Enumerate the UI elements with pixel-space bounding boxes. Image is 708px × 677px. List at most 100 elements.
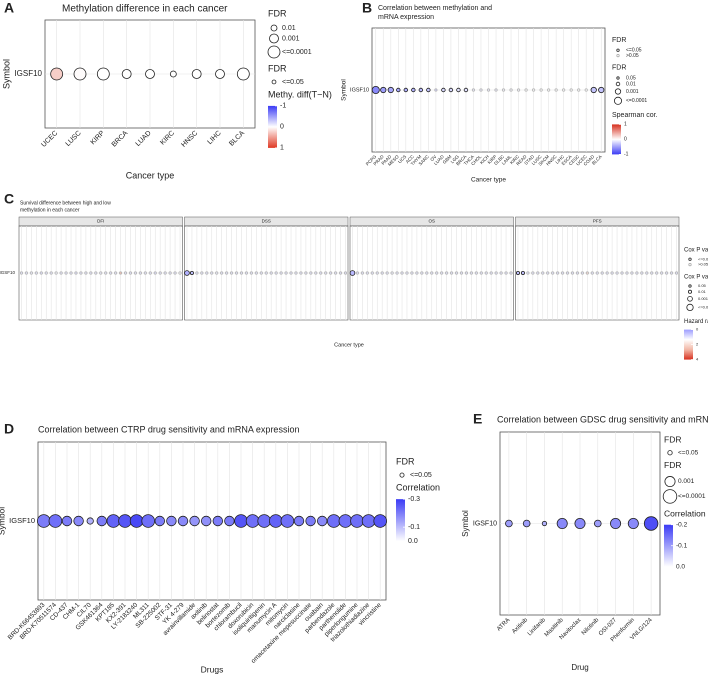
dot <box>569 88 573 92</box>
chart-title: Correlation between CTRP drug sensitivit… <box>38 424 299 434</box>
dot <box>121 69 132 79</box>
dot <box>264 271 268 275</box>
dot <box>138 271 142 275</box>
dot <box>585 271 589 275</box>
colorbar <box>268 105 277 148</box>
dot <box>50 67 64 81</box>
dot <box>520 270 525 275</box>
dot <box>305 515 316 527</box>
dot <box>615 271 619 275</box>
dot <box>441 87 446 93</box>
dot <box>445 271 449 275</box>
dot <box>390 271 394 275</box>
dot <box>309 271 313 275</box>
dot <box>554 88 558 92</box>
dot <box>195 271 199 275</box>
dot <box>69 271 73 275</box>
x-tick-label: ACC <box>405 153 416 164</box>
dot <box>598 86 605 94</box>
dot <box>625 271 629 275</box>
x-tick-label: KIRC <box>509 153 521 165</box>
dot <box>189 515 200 527</box>
x-axis-label: Drugs <box>201 664 224 674</box>
legend-key <box>267 45 281 59</box>
dot <box>620 271 624 275</box>
dot <box>257 514 272 528</box>
dot <box>505 519 513 528</box>
dot <box>556 518 568 530</box>
dot <box>504 271 508 275</box>
dot <box>370 271 374 275</box>
legend-key <box>271 79 277 85</box>
dot <box>129 514 144 528</box>
dot <box>660 271 664 275</box>
dot <box>299 271 303 275</box>
legend-key <box>688 284 692 288</box>
dot <box>49 271 53 275</box>
y-tick-label: IGSF10 <box>473 520 497 527</box>
dot <box>539 88 543 92</box>
dot <box>54 271 58 275</box>
legend-title: FDR <box>664 460 681 470</box>
x-tick-label: LUAD <box>135 130 153 148</box>
y-tick-label: IGSF10 <box>350 87 369 93</box>
legend-label: 0.001 <box>626 89 639 95</box>
dot <box>610 518 622 530</box>
dot <box>385 271 389 275</box>
dot <box>375 271 379 275</box>
dot <box>655 271 659 275</box>
dot <box>86 517 94 525</box>
y-axis-label: Symbol <box>1 59 11 89</box>
dot <box>403 87 409 93</box>
dot <box>133 271 138 275</box>
dot <box>178 271 182 275</box>
dot <box>410 271 414 275</box>
dot <box>464 271 469 275</box>
dot <box>650 271 654 275</box>
dot <box>420 271 424 275</box>
colorbar-tick-label: -0.2 <box>676 521 688 528</box>
facet-strip-label: DSS <box>262 219 271 224</box>
legend-label: <=0.0001 <box>626 98 647 104</box>
dot <box>294 271 298 275</box>
colorbar-tick-label: 0.0 <box>408 538 418 545</box>
dot <box>44 271 48 275</box>
dot <box>293 515 305 527</box>
colorbar <box>664 524 673 567</box>
dot <box>154 515 166 527</box>
dot <box>224 515 235 527</box>
dot <box>541 271 545 275</box>
dot <box>669 271 674 275</box>
dot <box>19 271 24 275</box>
dot <box>259 271 263 275</box>
colorbar-tick-label: 2 <box>696 342 699 347</box>
colorbar-tick-label: 0.0 <box>676 563 685 570</box>
dot <box>319 271 323 275</box>
dot <box>387 86 394 94</box>
legend-title: FDR <box>612 37 626 44</box>
dot <box>355 271 360 275</box>
dot <box>430 271 434 275</box>
dot <box>516 88 521 92</box>
dot <box>94 271 98 275</box>
dot <box>509 271 513 275</box>
facet-strip-label: PFS <box>593 219 602 224</box>
dot <box>645 271 649 275</box>
dot <box>405 271 409 275</box>
dot <box>268 514 283 528</box>
dot <box>396 87 401 93</box>
dot <box>36 514 51 528</box>
colorbar-title: Spearman cor. <box>612 112 658 119</box>
legend-label: 0.01 <box>626 81 636 87</box>
dot <box>627 518 639 530</box>
dot <box>254 271 258 275</box>
y-axis-label: Symbol <box>341 79 348 101</box>
dot <box>317 515 328 527</box>
y-tick-label: IGSF10 <box>14 69 42 78</box>
dot <box>536 271 540 275</box>
chart-title: methylation in each cancer <box>20 207 80 213</box>
dot <box>360 271 364 275</box>
dot <box>61 515 73 527</box>
legend-key <box>615 81 621 87</box>
chart-title: Correlation between GDSC drug sensitivit… <box>497 414 708 424</box>
